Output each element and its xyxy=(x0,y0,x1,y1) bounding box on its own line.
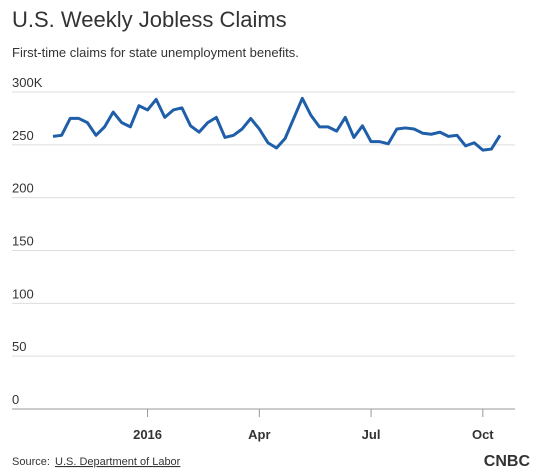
logo: CNBC xyxy=(484,453,531,470)
y-tick-label: 50 xyxy=(12,339,26,354)
y-tick-label: 150 xyxy=(12,234,34,249)
chart-subtitle: First-time claims for state unemployment… xyxy=(12,45,299,60)
y-tick-label: 200 xyxy=(12,181,34,196)
y-tick-label: 300K xyxy=(12,75,43,90)
chart-title: U.S. Weekly Jobless Claims xyxy=(12,7,287,32)
source-link[interactable]: U.S. Department of Labor xyxy=(55,456,181,468)
x-tick-label: Apr xyxy=(248,427,270,442)
x-tick-label: Oct xyxy=(472,427,494,442)
source-label: Source: xyxy=(12,456,50,468)
line-series xyxy=(52,96,502,152)
x-tick-label: 2016 xyxy=(133,427,162,442)
y-tick-label: 250 xyxy=(12,128,34,143)
x-tick-label: Jul xyxy=(362,427,381,442)
y-tick-label: 100 xyxy=(12,286,34,301)
y-tick-label: 0 xyxy=(12,392,19,407)
